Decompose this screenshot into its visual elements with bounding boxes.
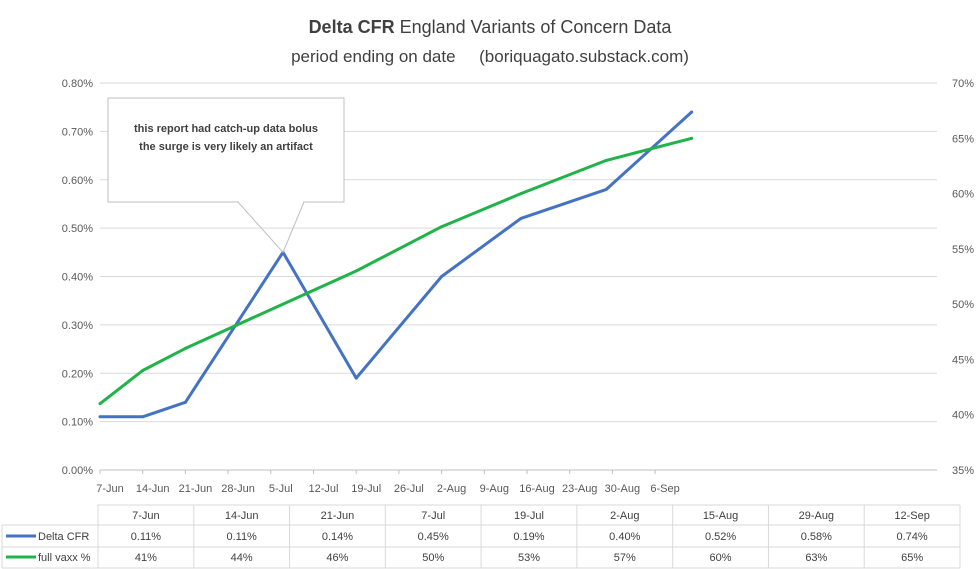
table-header: 2-Aug (610, 510, 639, 522)
data-point (183, 400, 187, 404)
title-bold: Delta CFR (309, 17, 395, 37)
table-row-label: full vaxx % (38, 552, 91, 564)
table-header: 21-Jun (321, 510, 355, 522)
data-point (440, 275, 444, 278)
y-left-tick-label: 0.50% (62, 223, 93, 235)
x-tick-label: 6-Sep (650, 483, 679, 495)
data-point (354, 376, 358, 380)
y-left-tick-label: 0.80% (62, 78, 93, 90)
y-left-tick-label: 0.40% (62, 272, 93, 284)
x-tick-label: 16-Aug (519, 483, 554, 495)
data-point (98, 402, 102, 406)
x-tick-label: 21-Jun (179, 483, 213, 495)
x-tick-label: 12-Jul (309, 483, 339, 495)
x-tick-label: 5-Jul (269, 483, 293, 495)
data-point (519, 216, 523, 220)
table-header: 29-Aug (799, 510, 834, 522)
annotation-pointer (237, 201, 305, 254)
y-right-tick-label: 40% (952, 410, 974, 422)
x-tick-label: 9-Aug (480, 483, 509, 495)
table-cell: 65% (901, 552, 923, 564)
annotation-text-1: this report had catch-up data bolus (134, 123, 318, 135)
y-left-tick-label: 0.30% (62, 320, 93, 332)
table-cell: 44% (231, 552, 253, 564)
table-cell: 0.14% (322, 531, 353, 543)
data-point (604, 187, 608, 191)
annotation-box (107, 97, 345, 203)
table-row-label: Delta CFR (38, 531, 89, 543)
table-cell: 0.19% (513, 531, 544, 543)
table-header: 12-Sep (894, 510, 929, 522)
table-header: 14-Jun (225, 510, 259, 522)
table-cell: 0.45% (418, 531, 449, 543)
x-tick-label: 30-Aug (605, 483, 640, 495)
x-tick-label: 28-Jun (221, 483, 255, 495)
table-cell: 50% (422, 552, 444, 564)
y-left-tick-label: 0.70% (62, 126, 93, 138)
data-table: 7-Jun 14-Jun 21-Jun 7-Jul 19-Jul 2-Aug 15-Aug 2… (1, 504, 961, 569)
data-point (690, 110, 694, 114)
table-header: 7-Jun (132, 510, 160, 522)
y-right-tick-label: 70% (952, 78, 974, 90)
table-cell: 63% (805, 552, 827, 564)
x-tick-label: 14-Jun (136, 483, 170, 495)
y-right-tick-label: 50% (952, 299, 974, 311)
y-left-tick-label: 0.00% (62, 465, 93, 477)
table-header: 19-Jul (514, 510, 544, 522)
data-point (440, 225, 444, 229)
x-tick-label: 2-Aug (437, 483, 466, 495)
table-cell: 0.11% (131, 531, 162, 543)
y-left-tick-label: 0.20% (62, 368, 93, 380)
y-right-tick-label: 35% (952, 465, 974, 477)
data-point (183, 346, 187, 350)
x-tick-label: 19-Jul (351, 483, 381, 495)
x-tick-label: 23-Aug (562, 483, 597, 495)
y-right-tick-label: 45% (952, 354, 974, 366)
data-point (281, 302, 285, 306)
data-point (98, 415, 102, 419)
table-cell: 53% (518, 552, 540, 564)
table-cell: 0.74% (897, 531, 928, 543)
title-rest: England Variants of Concern Data (395, 17, 673, 37)
chart-title: Delta CFR England Variants of Concern Da… (309, 17, 673, 37)
table-cell: 60% (710, 552, 732, 564)
y-right-tick-label: 60% (952, 189, 974, 201)
data-point (604, 158, 608, 162)
y-right-tick-label: 55% (952, 244, 974, 256)
table-header: 7-Jul (421, 510, 445, 522)
table-cell: 46% (326, 552, 348, 564)
axes: 0.00% 0.10% 0.20% 0.30% 0.40% 0.50% 0.60% 0.70%… (62, 78, 974, 495)
data-point (354, 269, 358, 273)
table-header: 15-Aug (703, 510, 738, 522)
annotation-text-2: the surge is very likely an artifact (139, 141, 313, 153)
table-cell: 57% (614, 552, 636, 564)
table-cell: 41% (135, 552, 157, 564)
table-cell: 0.52% (705, 531, 736, 543)
series (98, 110, 694, 419)
data-point (141, 415, 145, 419)
table-cell: 0.40% (609, 531, 640, 543)
data-point (519, 192, 523, 196)
data-point (690, 136, 694, 140)
y-left-tick-label: 0.60% (62, 175, 93, 187)
x-tick-label: 7-Jun (96, 483, 124, 495)
table-cell: 0.58% (801, 531, 832, 543)
y-right-tick-label: 65% (952, 133, 974, 145)
table-cell: 0.11% (226, 531, 257, 543)
y-left-tick-label: 0.10% (62, 417, 93, 429)
x-tick-label: 26-Jul (394, 483, 424, 495)
chart-subtitle: period ending on date (boriquagato.subst… (291, 47, 689, 66)
data-point (141, 368, 145, 372)
annotation: this report had catch-up data bolus the s… (107, 97, 345, 254)
